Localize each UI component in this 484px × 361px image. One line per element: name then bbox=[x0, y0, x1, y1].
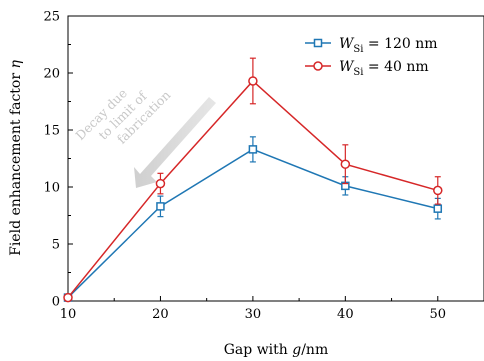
legend-marker-square-icon bbox=[313, 38, 323, 48]
legend-item-series-1: WSi = 120 nm bbox=[305, 36, 438, 55]
data-point bbox=[340, 159, 351, 169]
series-layer bbox=[63, 57, 443, 303]
series-1 bbox=[63, 136, 443, 302]
x-tick-label: 30 bbox=[245, 307, 262, 322]
legend-label-series-1-sub: Si bbox=[353, 44, 363, 55]
legend-item-series-2: WSi = 40 nm bbox=[305, 59, 429, 78]
x-tick-label: 10 bbox=[60, 307, 77, 322]
x-tick-label: 50 bbox=[430, 307, 447, 322]
y-tick-label: 20 bbox=[43, 67, 60, 82]
y-tick-label: 5 bbox=[52, 238, 60, 253]
x-tick-label: 20 bbox=[152, 307, 169, 322]
data-point bbox=[433, 204, 443, 213]
x-tick-label: 40 bbox=[337, 307, 354, 322]
y-tick-label: 10 bbox=[43, 181, 60, 196]
y-axis-label: Field enhancement factor η bbox=[8, 59, 24, 255]
data-point bbox=[156, 202, 165, 211]
decay-arrow bbox=[134, 97, 216, 188]
annotation: Decay due to limit of fabrication bbox=[72, 85, 216, 188]
series-line bbox=[67, 148, 438, 299]
legend-marker-circle-icon bbox=[313, 61, 323, 71]
x-axis-label: Gap with g/nm bbox=[224, 342, 328, 358]
legend-label-series-1-main: W bbox=[339, 36, 355, 52]
y-tick-label: 15 bbox=[43, 124, 60, 139]
data-point bbox=[433, 185, 443, 196]
legend-label-series-1-rest: = 120 nm bbox=[363, 36, 437, 52]
series-2 bbox=[63, 57, 443, 303]
legend-label-series-2-main: W bbox=[339, 59, 355, 75]
legend-label-series-2-sub: Si bbox=[353, 67, 363, 78]
y-tick-label: 25 bbox=[43, 10, 60, 25]
legend-label-series-2-rest: = 40 nm bbox=[363, 59, 428, 75]
y-axis: 0 5 10 15 20 25 bbox=[43, 10, 73, 310]
svg-text:WSi = 40 nm: WSi = 40 nm bbox=[339, 59, 429, 78]
data-point bbox=[248, 145, 258, 154]
x-axis: 10 20 30 40 50 bbox=[60, 296, 446, 322]
data-point bbox=[63, 292, 73, 303]
data-point bbox=[155, 178, 166, 189]
data-point bbox=[248, 76, 258, 86]
y-tick-label: 0 bbox=[52, 295, 60, 310]
legend: WSi = 120 nm WSi = 40 nm bbox=[305, 36, 438, 78]
svg-text:WSi = 120 nm: WSi = 120 nm bbox=[339, 36, 438, 55]
